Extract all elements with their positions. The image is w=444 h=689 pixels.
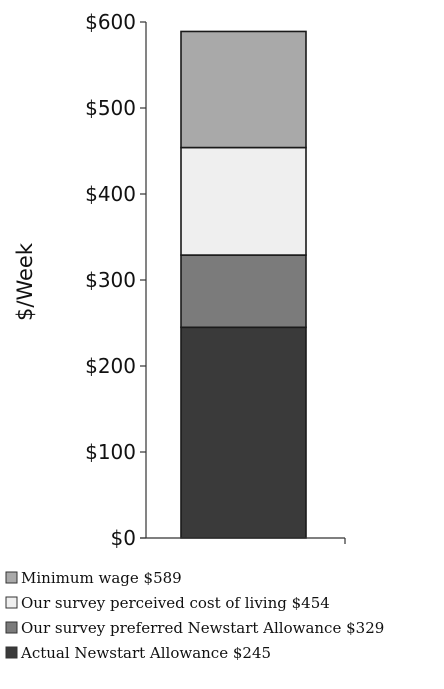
y-axis-label: $/Week	[13, 242, 37, 321]
legend-swatch	[5, 621, 18, 634]
legend-swatch	[5, 571, 18, 584]
legend-swatch	[5, 596, 18, 609]
y-tick-label: $100	[85, 440, 136, 464]
y-tick-label: $0	[111, 526, 136, 550]
legend-label: Minimum wage $589	[21, 569, 182, 587]
y-tick-label: $600	[85, 10, 136, 34]
y-tick-label: $500	[85, 96, 136, 120]
bar-segment-0	[180, 326, 307, 539]
y-tick-label: $400	[85, 182, 136, 206]
plot-area: $0 $100 $200 $300 $400 $500 $600 $/Week	[13, 10, 346, 550]
legend-label: Our survey perceived cost of living $454	[21, 594, 330, 612]
bar-segment-2	[180, 146, 307, 256]
y-tick-label: $200	[85, 354, 136, 378]
legend-label: Our survey preferred Newstart Allowance …	[21, 619, 384, 637]
bar-segment-1	[180, 254, 307, 329]
legend: Minimum wage $589 Our survey perceived co…	[5, 569, 384, 662]
legend-label: Actual Newstart Allowance $245	[20, 644, 271, 662]
bar-segment-3	[180, 30, 307, 149]
y-tick-label: $300	[85, 268, 136, 292]
legend-swatch	[5, 646, 18, 659]
